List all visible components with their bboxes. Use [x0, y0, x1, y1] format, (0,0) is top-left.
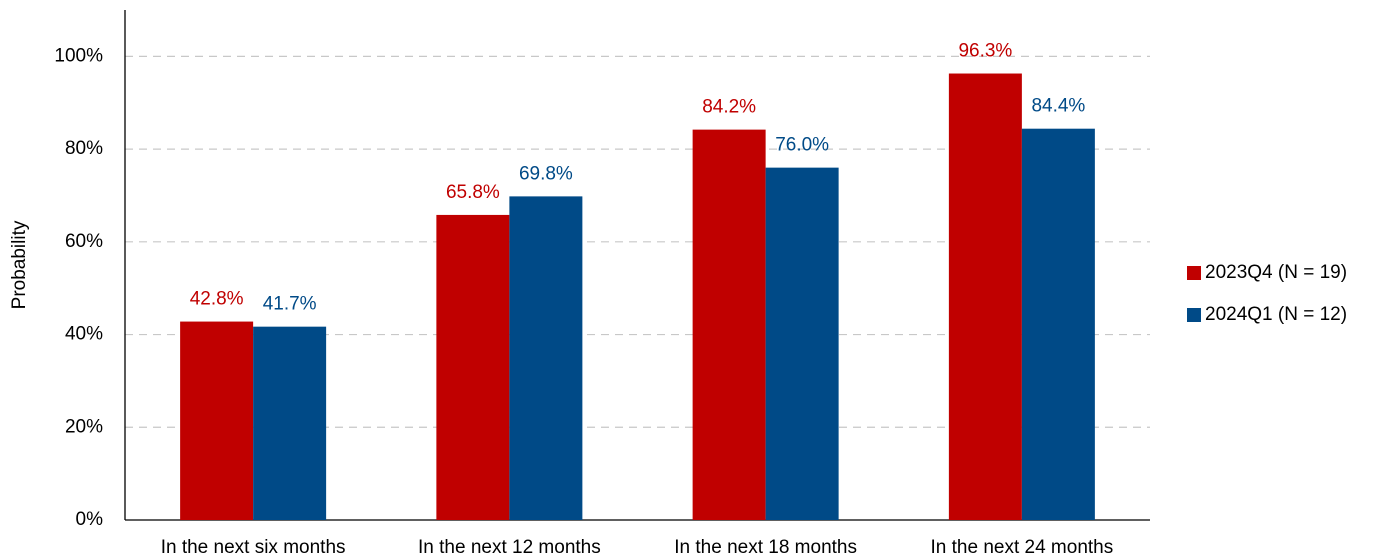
data-label: 84.4%: [1031, 96, 1085, 117]
data-label: 41.7%: [263, 294, 317, 315]
bar: [948, 73, 1022, 520]
bar: [509, 196, 583, 520]
y-tick-label: 20%: [65, 416, 103, 437]
data-label: 76.0%: [775, 135, 829, 156]
y-tick-label: 80%: [65, 138, 103, 159]
y-tick-label: 40%: [65, 324, 103, 345]
legend-label: 2024Q1 (N = 12): [1205, 304, 1347, 325]
y-tick-label: 0%: [76, 509, 104, 530]
legend-label: 2023Q4 (N = 19): [1205, 262, 1347, 283]
y-tick-label: 60%: [65, 231, 103, 252]
legend-swatch: [1187, 308, 1201, 322]
bar: [692, 129, 766, 521]
y-axis-label: Probability: [9, 220, 30, 309]
legend-swatch: [1187, 266, 1201, 280]
data-label: 42.8%: [190, 289, 244, 310]
bar: [1021, 128, 1095, 520]
y-tick-label: 100%: [54, 45, 103, 66]
bar: [765, 167, 839, 521]
x-tick-label: In the next 18 months: [674, 537, 857, 558]
x-tick-label: In the next 24 months: [931, 537, 1114, 558]
data-label: 69.8%: [519, 163, 573, 184]
data-label: 84.2%: [702, 97, 756, 118]
x-tick-label: In the next 12 months: [418, 537, 601, 558]
data-label: 65.8%: [446, 182, 500, 203]
bar: [436, 214, 510, 520]
data-label: 96.3%: [958, 41, 1012, 62]
x-tick-label: In the next six months: [161, 537, 346, 558]
bar: [180, 321, 254, 520]
bar: [253, 326, 327, 520]
